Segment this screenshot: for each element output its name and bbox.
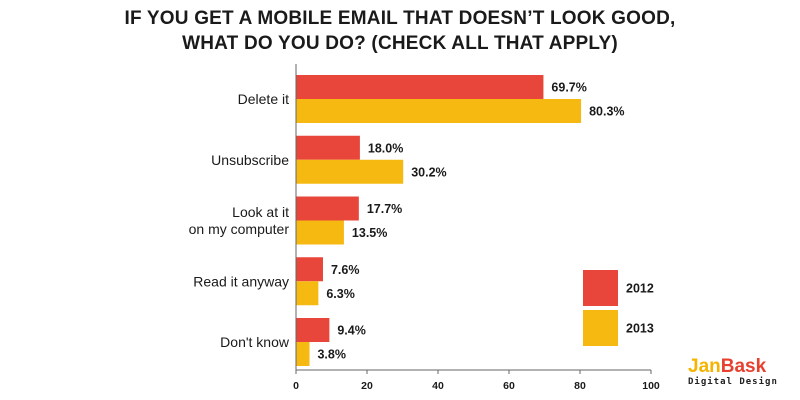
bar-value-label-2012-4: 9.4%	[337, 324, 366, 338]
bar-value-label-2012-3: 7.6%	[331, 263, 360, 277]
category-label-2-0: Look at it	[232, 204, 289, 220]
bar-value-label-2013-3: 6.3%	[326, 287, 355, 301]
bar-2013-4	[296, 342, 310, 366]
chart-title: IF YOU GET A MOBILE EMAIL THAT DOESN’T L…	[0, 6, 800, 56]
category-label-0-0: Delete it	[238, 91, 289, 107]
bar-2012-3	[296, 257, 323, 282]
category-label-2-1: on my computer	[189, 221, 290, 237]
bar-2013-3	[296, 281, 319, 306]
bar-2012-0	[296, 75, 544, 99]
bar-2012-2	[296, 196, 359, 221]
logo-tagline: Digital Design	[688, 377, 778, 387]
bar-value-label-2012-0: 69.7%	[551, 81, 586, 95]
logo-text-bask: Bask	[720, 356, 767, 377]
category-label-3-0: Read it anyway	[193, 273, 289, 289]
bar-2012-4	[296, 318, 330, 342]
x-tick-label-1: 20	[361, 380, 373, 392]
bar-value-label-2013-0: 80.3%	[589, 105, 624, 119]
chart-title-line-2: WHAT DO YOU DO? (CHECK ALL THAT APPLY)	[182, 33, 618, 54]
brand-logo: JanBask Digital Design	[688, 357, 798, 388]
x-tick-label-2: 40	[432, 380, 444, 392]
x-tick-label-0: 0	[293, 380, 299, 392]
x-tick-label-4: 80	[574, 380, 586, 392]
legend-swatch-2012	[583, 270, 618, 306]
bar-2012-1	[296, 135, 360, 160]
bar-value-label-2013-2: 13.5%	[352, 226, 387, 240]
bar-2013-1	[296, 159, 404, 184]
bar-value-label-2013-4: 3.8%	[317, 348, 346, 362]
bar-2013-0	[296, 99, 582, 123]
category-label-1-0: Unsubscribe	[211, 152, 289, 168]
logo-text-jan: Jan	[688, 356, 721, 377]
chart-title-line-1: IF YOU GET A MOBILE EMAIL THAT DOESN’T L…	[124, 8, 676, 29]
legend-swatch-2013	[583, 310, 618, 346]
bar-value-label-2013-1: 30.2%	[411, 165, 446, 179]
bar-value-label-2012-1: 18.0%	[368, 141, 403, 155]
legend-label-2013: 2013	[626, 322, 654, 336]
x-tick-label-5: 100	[642, 380, 660, 392]
bar-value-label-2012-2: 17.7%	[367, 202, 402, 216]
x-tick-label-3: 60	[503, 380, 515, 392]
category-label-4-0: Don't know	[220, 334, 290, 350]
legend-label-2012: 2012	[626, 282, 654, 296]
bar-2013-2	[296, 220, 344, 245]
